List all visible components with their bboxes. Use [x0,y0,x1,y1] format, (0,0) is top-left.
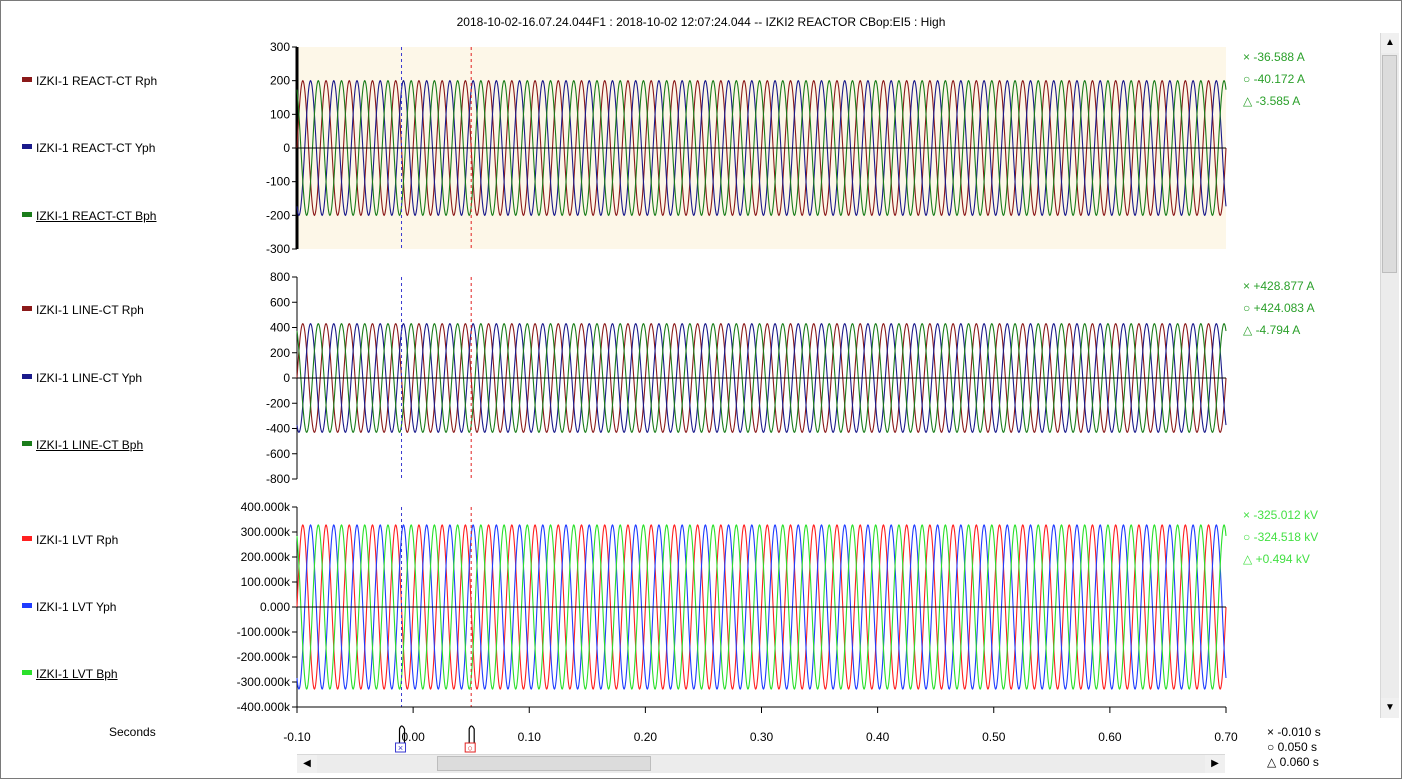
scroll-left-button[interactable]: ◀ [297,755,317,773]
panel-lvt[interactable]: 400.000k 300.000k 200.000k 100.000k 0.000 -10… [237,500,1227,714]
cursor-readout: △ +0.494 kV [1243,552,1310,566]
cursor-readout: × +428.877 A [1243,279,1315,293]
channel-color-swatch [22,670,32,676]
x-tick-label: 0.60 [1098,730,1122,744]
time-readout: ○ 0.050 s [1267,740,1317,754]
cursor-readout: △ -4.794 A [1243,323,1301,337]
vertical-scroll-thumb[interactable] [1382,55,1397,273]
channel-name: IZKI-1 LINE-CT Rph [36,302,144,317]
x-tick-label: 0.50 [982,730,1006,744]
x-tick-label: 0.70 [1214,730,1238,744]
y-tick-label: 400 [270,321,290,335]
channel-color-swatch [22,603,32,609]
y-tick-label: 200 [270,346,290,360]
channel-label[interactable]: IZKI-1 LINE-CT Bph [22,437,144,452]
panel-line-ct[interactable]: 800 600 400 200 0 -200 -400 -600 -800 [266,270,1227,486]
cursor-x-handle-stem [398,725,406,747]
scroll-up-button[interactable]: ▲ [1381,33,1399,53]
cursor-readout: △ -3.585 A [1243,94,1301,108]
channel-name: IZKI-1 REACT-CT Bph [36,208,157,223]
y-tick-label: -400 [266,422,290,436]
x-tick-label: 0.40 [866,730,890,744]
channel-color-swatch [22,374,32,380]
record-title: 2018-10-02-16.07.24.044F1 : 2018-10-02 1… [456,15,946,29]
scroll-right-button[interactable]: ▶ [1205,755,1225,773]
y-tick-label: -300 [266,242,290,256]
x-tick-label: 0.00 [401,730,425,744]
y-tick-label: -300.000k [237,675,291,689]
channel-name: IZKI-1 LINE-CT Yph [36,370,143,385]
y-tick-label: -200 [266,396,290,410]
cursor-x-handle[interactable]: × [395,725,407,753]
channel-color-swatch [22,306,32,312]
y-tick-label: 0 [283,141,290,155]
cursor-o-handle[interactable]: ○ [464,725,476,753]
channel-label[interactable]: IZKI-1 LVT Bph [22,666,118,681]
x-tick-label: 0.20 [634,730,658,744]
channel-label[interactable]: IZKI-1 LVT Yph [22,599,117,614]
cursor-o-handle-glyph: ○ [467,743,472,753]
channel-color-swatch [22,144,32,150]
scroll-down-button[interactable]: ▼ [1381,698,1399,718]
channel-color-swatch [22,212,32,218]
y-tick-label: -100 [266,175,290,189]
vertical-scrollbar[interactable]: ▲ ▼ [1380,33,1399,718]
y-tick-label: -400.000k [237,700,291,714]
y-tick-label: -200.000k [237,650,291,664]
channel-color-swatch [22,441,32,447]
y-tick-label: -600 [266,447,290,461]
cursor-x-handle-box [395,742,407,753]
cursor-x-handle-glyph: × [398,743,403,753]
y-tick-label: 400.000k [241,500,291,514]
cursor-o-handle-box [464,742,476,753]
y-tick-label: 0.000 [260,600,290,614]
y-tick-label: 300.000k [241,525,291,539]
y-tick-label: 800 [270,270,290,284]
y-tick-label: 0 [283,371,290,385]
y-tick-label: 200.000k [241,550,291,564]
horizontal-scrollbar[interactable]: ◀ ▶ [297,754,1225,773]
cursor-o-handle-stem [468,725,475,747]
x-tick-label: -0.10 [283,730,311,744]
channel-name: IZKI-1 REACT-CT Yph [36,140,156,155]
channel-name: IZKI-1 REACT-CT Rph [36,73,158,88]
y-tick-label: -100.000k [237,625,291,639]
x-axis: -0.10 0.00 0.10 0.20 0.30 0.40 0.50 0.60 0.70 [283,706,1238,744]
cursor-readout: × -325.012 kV [1243,508,1319,522]
channel-label[interactable]: IZKI-1 LVT Rph [22,532,119,547]
channel-label[interactable]: IZKI-1 LINE-CT Rph [22,302,144,317]
x-tick-label: 0.30 [750,730,774,744]
horizontal-scroll-thumb[interactable] [437,756,651,771]
cursor-readout: ○ +424.083 A [1243,301,1315,315]
channel-label[interactable]: IZKI-1 REACT-CT Rph [22,73,158,88]
x-tick-label: 0.10 [518,730,542,744]
y-tick-label: 600 [270,295,290,309]
y-tick-label: -800 [266,472,290,486]
y-tick-label: 200 [270,74,290,88]
time-readout: × -0.010 s [1267,725,1321,739]
y-tick-label: 100 [270,107,290,121]
cursor-readout: × -36.588 A [1243,50,1305,64]
y-tick-label: 100.000k [241,575,291,589]
time-readout: △ 0.060 s [1267,755,1319,769]
channel-label[interactable]: IZKI-1 LINE-CT Yph [22,370,143,385]
x-axis-label: Seconds [109,725,156,739]
y-tick-label: 300 [270,40,290,54]
channel-color-swatch [22,536,32,542]
channel-name: IZKI-1 LVT Rph [36,532,119,547]
y-tick-label: -200 [266,208,290,222]
cursor-readout: ○ -40.172 A [1243,72,1305,86]
channel-label[interactable]: IZKI-1 REACT-CT Yph [22,140,156,155]
cursor-readout: ○ -324.518 kV [1243,530,1319,544]
channel-color-swatch [22,77,32,83]
channel-label[interactable]: IZKI-1 REACT-CT Bph [22,208,157,223]
channel-name: IZKI-1 LINE-CT Bph [36,437,144,452]
panel-react-ct[interactable]: 300 200 100 0 -100 -200 -300 [266,40,1227,256]
channel-name: IZKI-1 LVT Bph [36,666,118,681]
channel-name: IZKI-1 LVT Yph [36,599,117,614]
